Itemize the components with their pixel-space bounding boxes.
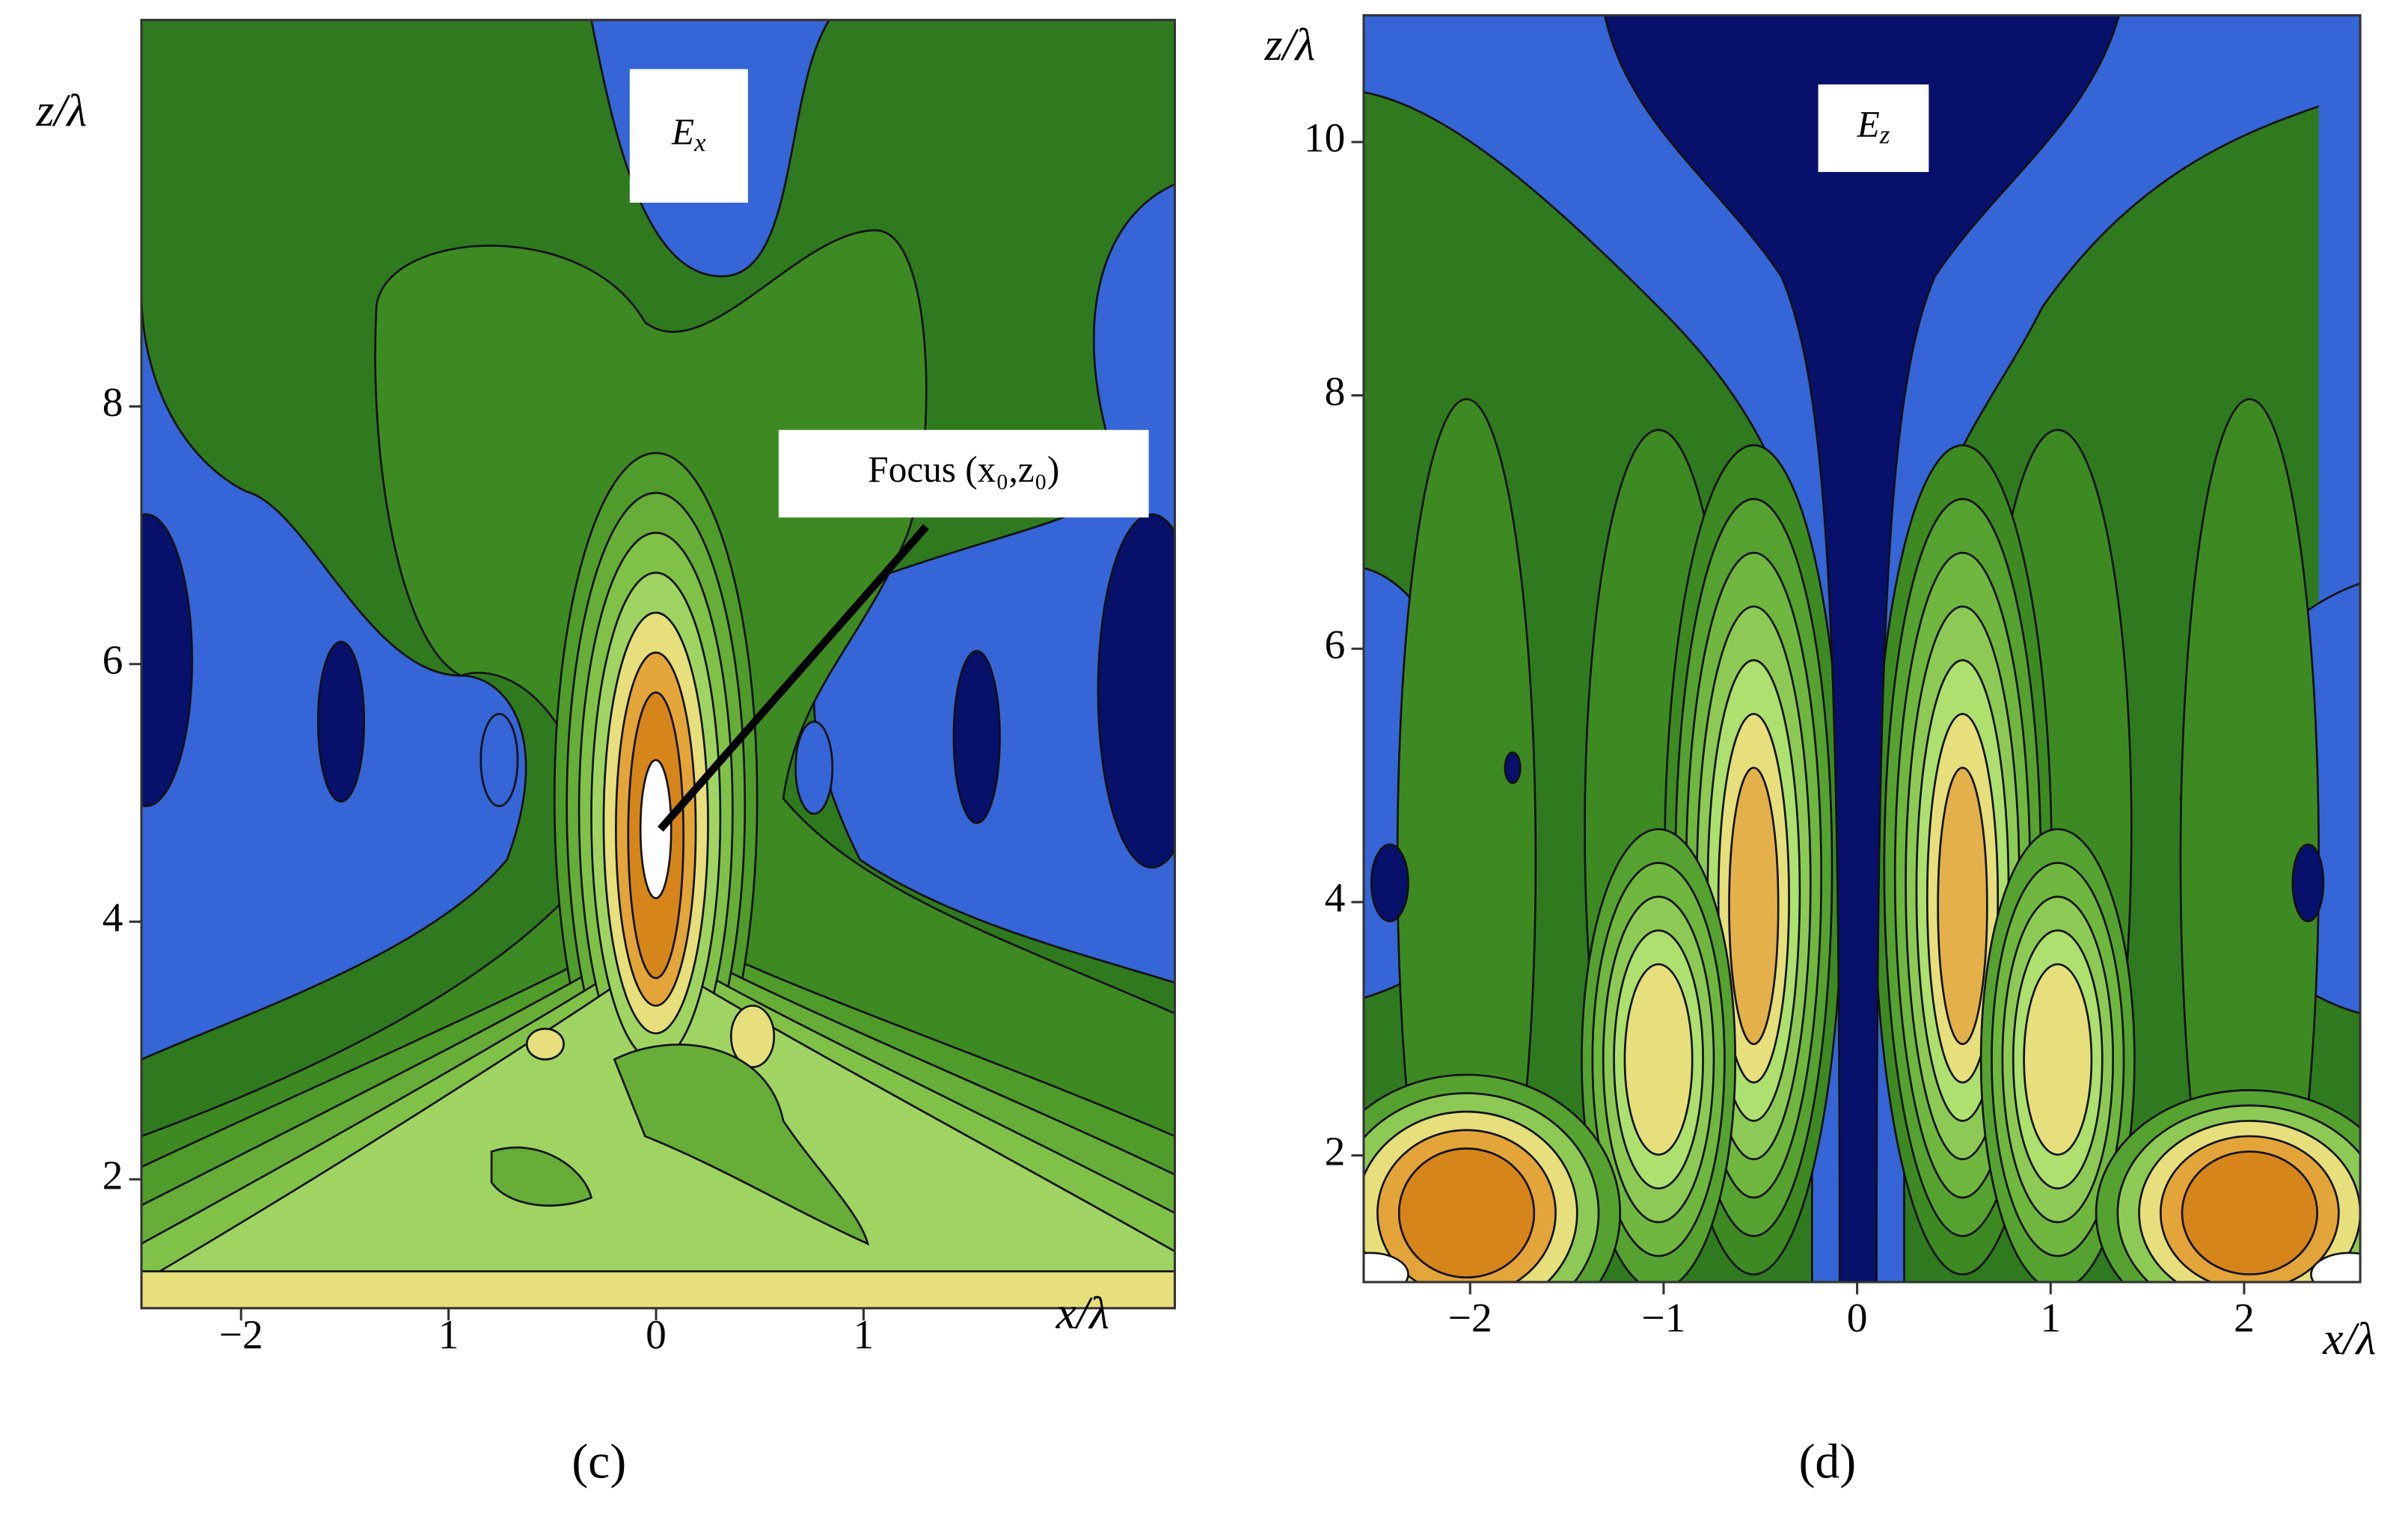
- contour-band: [639, 758, 673, 900]
- y-tick-label: 10: [1304, 115, 1345, 161]
- annotation-subscript: x: [693, 128, 706, 157]
- annotation-text: Focus (x₀,z₀): [868, 450, 1059, 491]
- y-tick-label: 8: [102, 379, 123, 425]
- y-tick-label: 2: [1325, 1128, 1346, 1174]
- y-axis-label: z/λ: [1264, 19, 1316, 70]
- contour-band: [613, 1043, 869, 1245]
- contour-band: [1937, 766, 1988, 1046]
- contour-plot: [141, 19, 1175, 1308]
- y-tick-label: 4: [102, 895, 123, 940]
- contour-band: [1363, 1251, 1409, 1282]
- y-tick-label: 2: [102, 1152, 123, 1198]
- contour-band: [141, 513, 194, 807]
- y-tick-label: 6: [102, 637, 123, 682]
- y-tick-label: 8: [1325, 368, 1346, 414]
- annotation-arrow: [658, 524, 929, 832]
- contour-band: [490, 1146, 593, 1207]
- annotation: Focus (x₀,z₀): [868, 450, 1059, 491]
- annotation-box: [629, 69, 748, 203]
- panel-label: (d): [1799, 1434, 1857, 1489]
- contour-band: [525, 1027, 565, 1061]
- contour-band: [1728, 766, 1780, 1046]
- x-tick-label: 0: [646, 1312, 667, 1358]
- x-tick-label: 0: [1847, 1295, 1868, 1340]
- x-tick-label: 1: [854, 1312, 874, 1358]
- contour-band: [1504, 751, 1522, 785]
- x-tick-label: −2: [1448, 1295, 1492, 1340]
- x-axis-label: x/λ: [2322, 1314, 2376, 1364]
- x-tick-label: 1: [438, 1312, 459, 1358]
- contour-band: [1397, 1147, 1536, 1279]
- contour-band: [729, 1005, 776, 1068]
- x-axis-label: x/λ: [1056, 1287, 1109, 1338]
- annotation: Ez: [1857, 104, 1890, 150]
- x-tick-label: −1: [1641, 1295, 1685, 1340]
- contour-band: [2310, 1251, 2361, 1282]
- y-axis-label: z/λ: [35, 85, 87, 136]
- y-tick-label: 4: [1325, 875, 1346, 921]
- annotation: Ex: [671, 111, 706, 157]
- x-tick-label: −2: [219, 1312, 263, 1358]
- contour-band: [952, 649, 1001, 824]
- contour-band: [141, 1270, 1175, 1308]
- contour-band: [2181, 1150, 2318, 1276]
- contour-band: [1603, 15, 2121, 1282]
- contour-band: [480, 713, 519, 807]
- contour-band: [1370, 843, 1409, 922]
- contour-plot: [1363, 15, 2361, 1282]
- contour-band: [1623, 963, 1694, 1156]
- contour-band: [2023, 963, 2093, 1156]
- x-tick-label: 2: [2234, 1295, 2255, 1340]
- annotation-box: [1818, 84, 1929, 172]
- contour-band: [794, 720, 834, 815]
- annotation-text: E: [1857, 104, 1880, 145]
- annotation-subscript: z: [1879, 120, 1890, 150]
- contour-band: [316, 640, 366, 803]
- y-tick-label: 6: [1325, 622, 1346, 667]
- contour-band: [2291, 843, 2325, 922]
- annotation-text: E: [671, 111, 694, 153]
- x-tick-label: 1: [2040, 1295, 2061, 1340]
- panel-label: (c): [572, 1434, 626, 1489]
- annotation-box: [778, 429, 1149, 518]
- contour-band: [1097, 513, 1175, 868]
